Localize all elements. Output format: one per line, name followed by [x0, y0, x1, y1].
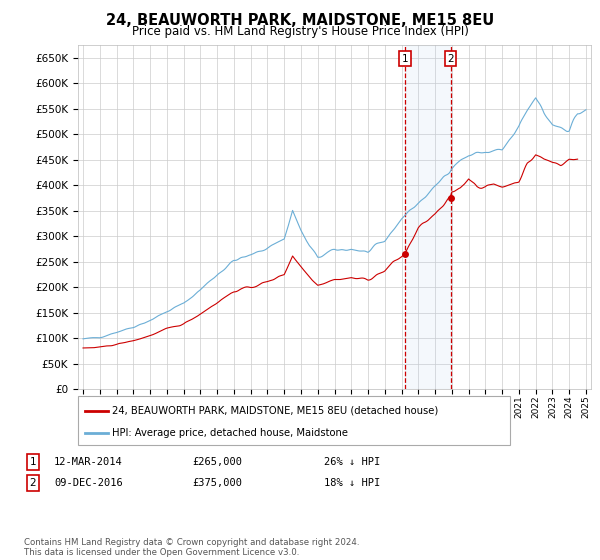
Text: 2: 2: [29, 478, 37, 488]
Text: 1: 1: [29, 457, 37, 467]
Text: Contains HM Land Registry data © Crown copyright and database right 2024.
This d: Contains HM Land Registry data © Crown c…: [24, 538, 359, 557]
Text: 1: 1: [401, 54, 408, 64]
Text: 12-MAR-2014: 12-MAR-2014: [54, 457, 123, 467]
Text: 18% ↓ HPI: 18% ↓ HPI: [324, 478, 380, 488]
Text: Price paid vs. HM Land Registry's House Price Index (HPI): Price paid vs. HM Land Registry's House …: [131, 25, 469, 38]
Text: 09-DEC-2016: 09-DEC-2016: [54, 478, 123, 488]
Text: 26% ↓ HPI: 26% ↓ HPI: [324, 457, 380, 467]
Text: 2: 2: [447, 54, 454, 64]
Text: £375,000: £375,000: [192, 478, 242, 488]
Text: 24, BEAUWORTH PARK, MAIDSTONE, ME15 8EU (detached house): 24, BEAUWORTH PARK, MAIDSTONE, ME15 8EU …: [112, 405, 438, 416]
Text: HPI: Average price, detached house, Maidstone: HPI: Average price, detached house, Maid…: [112, 428, 347, 438]
Text: 24, BEAUWORTH PARK, MAIDSTONE, ME15 8EU: 24, BEAUWORTH PARK, MAIDSTONE, ME15 8EU: [106, 13, 494, 28]
Bar: [405, 45, 451, 389]
Text: £265,000: £265,000: [192, 457, 242, 467]
